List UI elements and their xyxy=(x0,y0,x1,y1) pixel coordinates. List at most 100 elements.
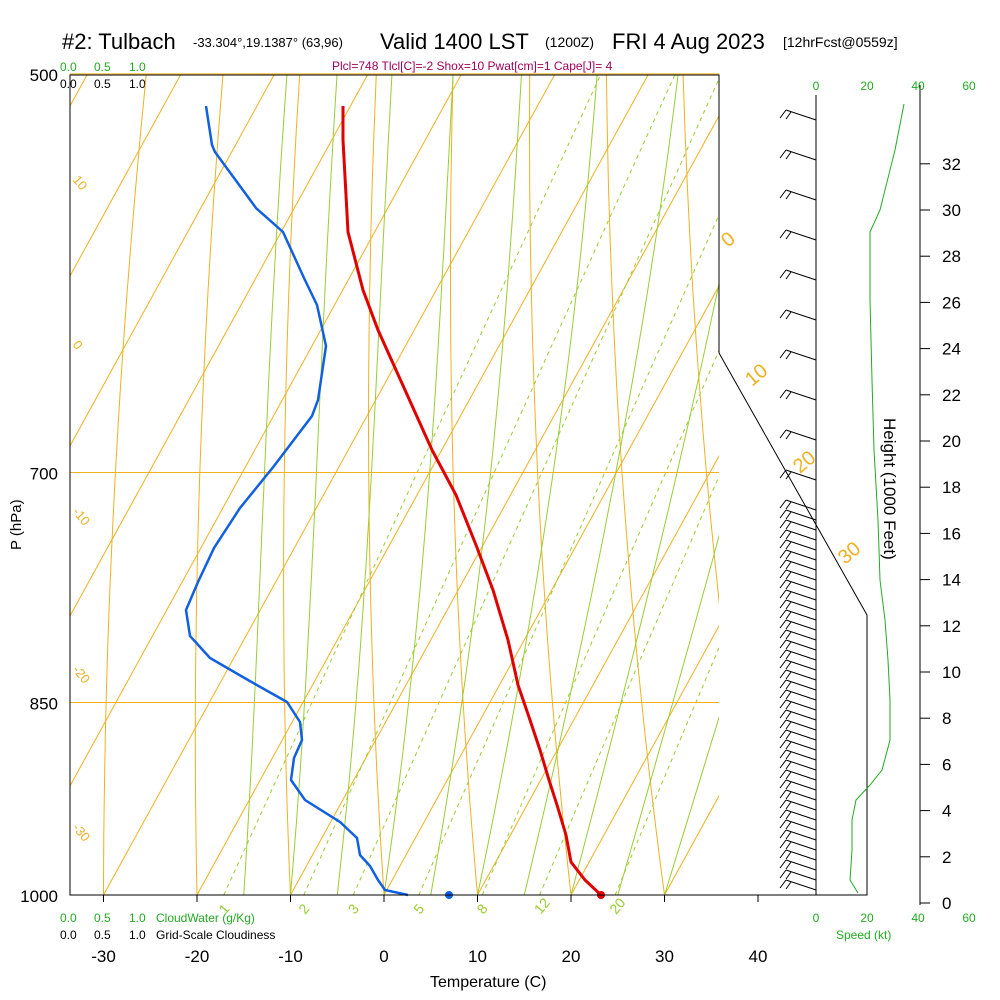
wind-barb xyxy=(779,819,817,831)
wind-barb-flag xyxy=(785,611,792,620)
wind-barb-flag xyxy=(779,749,787,759)
wind-barb-flag xyxy=(779,569,787,579)
wind-barb-staff xyxy=(785,749,817,761)
isotherm-line xyxy=(290,114,719,895)
moist-adiabat-line xyxy=(290,75,338,895)
wind-barb-flag xyxy=(785,311,792,320)
mixing-ratio-label: 8 xyxy=(473,901,490,917)
wind-barb-flag xyxy=(779,769,787,779)
wind-barb-staff xyxy=(785,659,817,671)
temp-tick-label: 10 xyxy=(468,947,487,966)
wind-barb xyxy=(779,879,817,891)
temp-tick-label: 30 xyxy=(655,947,674,966)
wind-barb-staff xyxy=(785,639,817,651)
wind-barb-flag xyxy=(779,109,787,119)
height-tick-label: 30 xyxy=(942,201,961,220)
mixing-ratio-line xyxy=(303,75,676,895)
wind-barb-staff xyxy=(785,309,817,321)
wind-barb-staff xyxy=(785,779,817,791)
wind-barb-staff xyxy=(785,809,817,821)
wind-barb-staff xyxy=(785,549,817,561)
height-tick-label: 14 xyxy=(942,571,961,590)
wind-barb-flag xyxy=(785,511,792,520)
wind-barb-flag xyxy=(785,771,792,780)
wind-barb-staff xyxy=(785,829,817,841)
cloud-scale-bot-0: 0.0 xyxy=(60,911,77,925)
wind-barb-flag xyxy=(785,581,792,590)
temp-tick-label: 40 xyxy=(749,947,768,966)
wind-barb-staff xyxy=(785,689,817,701)
isotherm-line xyxy=(70,75,369,617)
wind-barb-staff xyxy=(785,869,817,881)
moist-adiabat-label: 0 xyxy=(717,228,740,252)
wind-barb xyxy=(779,569,817,581)
height-tick-label: 6 xyxy=(942,755,951,774)
wind-barb-flag xyxy=(779,469,787,479)
wind-barb-flag xyxy=(785,761,792,770)
cloudiness-scale-top-0: 0.0 xyxy=(60,77,77,91)
wind-barb-flag xyxy=(779,189,787,199)
wind-barb xyxy=(779,769,817,781)
speed-tick-label-bottom: 60 xyxy=(962,911,976,925)
cloud-scale-bottom: 0.0 0.5 1.0 CloudWater (g/Kg) 0.0 0.5 1.… xyxy=(60,911,275,942)
isotherm-line xyxy=(0,0,352,895)
wind-barb xyxy=(779,529,817,541)
cloud-scale-bot-1: 0.5 xyxy=(94,911,111,925)
temp-tick-label: 0 xyxy=(379,947,388,966)
wind-barb xyxy=(779,639,817,651)
isotherm-line xyxy=(477,454,719,895)
temp-tick-label: -10 xyxy=(278,947,303,966)
wind-barb xyxy=(779,679,817,691)
mixing-ratio-label: 12 xyxy=(531,895,553,917)
moist-adiabat-line xyxy=(617,534,719,895)
wind-barb-flag xyxy=(785,231,792,240)
wind-barb-flag xyxy=(785,531,792,540)
wind-barb xyxy=(779,499,817,511)
dry-adiabat-label: -10 xyxy=(70,504,94,528)
isotherm-line xyxy=(70,75,182,277)
speed-tick-label-bottom: 40 xyxy=(911,911,925,925)
mixing-ratio-label: 20 xyxy=(606,895,628,917)
wind-barb-flag xyxy=(785,841,792,850)
wind-barb-flag xyxy=(779,309,787,319)
wind-barb-flag xyxy=(779,649,787,659)
cloud-scale-bot-2: 1.0 xyxy=(129,911,146,925)
wind-barb-staff xyxy=(785,879,817,891)
wind-barb-flag xyxy=(779,559,787,569)
wind-barb xyxy=(779,709,817,721)
wind-barb-flag xyxy=(779,149,787,159)
wind-barbs xyxy=(779,109,817,891)
temp-tick-label: -30 xyxy=(91,947,116,966)
pressure-tick-label: 1000 xyxy=(20,887,58,906)
wind-barb-flag xyxy=(785,521,792,530)
wind-barb xyxy=(779,389,817,401)
utc-time: (1200Z) xyxy=(545,34,594,50)
wind-barb-staff xyxy=(785,429,817,441)
isotherm-line xyxy=(383,284,719,895)
wind-barb-flag xyxy=(779,639,787,649)
wind-barb-flag xyxy=(779,599,787,609)
wind-barb-flag xyxy=(785,861,792,870)
wind-barb-flag xyxy=(785,391,792,400)
wind-barb xyxy=(779,619,817,631)
wind-barb xyxy=(779,229,817,241)
valid-time: Valid 1400 LST xyxy=(380,29,529,54)
wind-barb-flag xyxy=(785,691,792,700)
wind-barb xyxy=(779,669,817,681)
wind-barb xyxy=(779,509,817,521)
moist-adiabat-line xyxy=(336,75,393,895)
wind-barb-staff xyxy=(785,619,817,631)
wind-barb-staff xyxy=(785,839,817,851)
mixing-ratio-line xyxy=(539,474,719,895)
wind-barb-flag xyxy=(779,429,787,439)
wind-barb-flag xyxy=(785,151,792,160)
wind-barb-staff xyxy=(785,579,817,591)
wind-barb-flag xyxy=(785,351,792,360)
wind-barb-staff xyxy=(785,269,817,281)
isotherm-line xyxy=(758,0,1000,895)
wind-barb-flag xyxy=(779,499,787,509)
wind-barb-flag xyxy=(785,561,792,570)
wind-barb-flag xyxy=(779,589,787,599)
height-tick-label: 22 xyxy=(942,386,961,405)
